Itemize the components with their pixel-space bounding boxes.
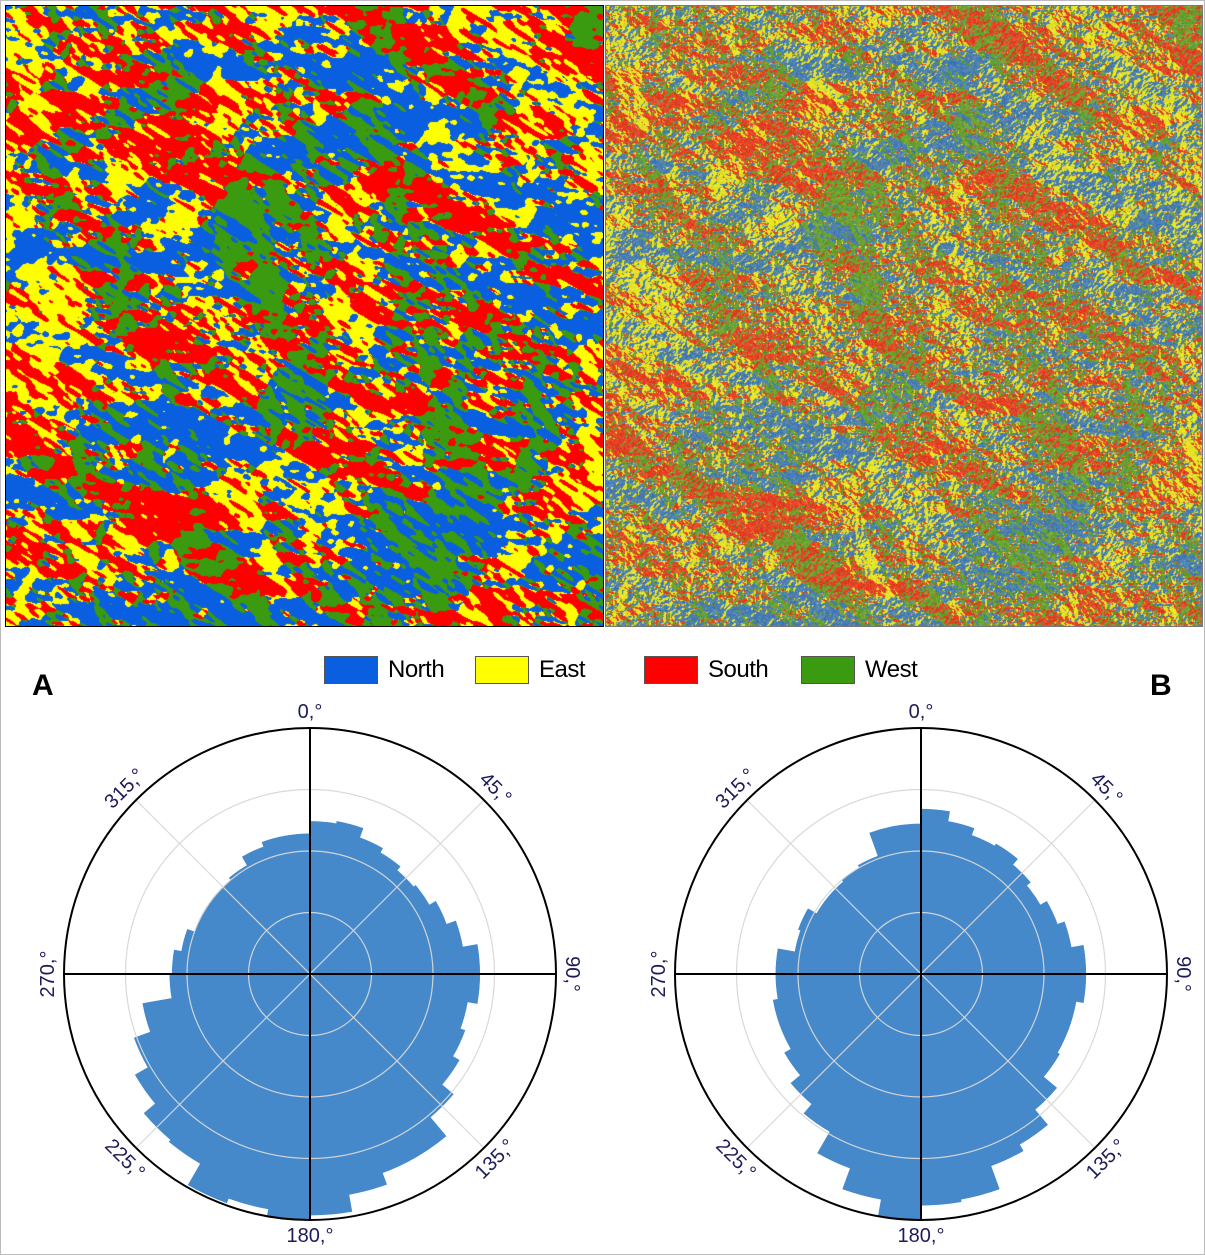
polar-bar-190 <box>842 973 922 1200</box>
legend-item-north: North <box>324 655 445 685</box>
outer-circle <box>63 727 557 1221</box>
angle-tick-label: 180,° <box>287 1225 334 1247</box>
angle-tick-label: 0,° <box>909 701 934 723</box>
polar-bar-230 <box>134 973 311 1105</box>
legend-item-south: South <box>644 655 769 685</box>
angle-tick-label: 0,° <box>298 701 323 723</box>
polar-bar-30 <box>920 843 1018 975</box>
polar-bar-210 <box>803 973 922 1133</box>
polar-bar-280 <box>181 929 311 975</box>
legend-item-west: West <box>801 655 918 685</box>
polar-bar-10 <box>920 821 975 975</box>
legend-swatch-east <box>475 656 529 684</box>
legend-item-east: East <box>475 655 586 685</box>
polar-bar-240 <box>133 973 311 1068</box>
legend-label-south: South <box>708 656 769 683</box>
polar-bar-210 <box>168 973 311 1165</box>
polar-chart-a: 0,°45,°90,°135,°180,°225,°270,°315,° <box>37 701 583 1247</box>
legend-swatch-south <box>644 656 698 684</box>
angle-tick-label: 90,° <box>561 956 583 992</box>
aspect-map-b <box>605 5 1203 627</box>
legend-label-north: North <box>388 656 445 683</box>
polar-bar-20 <box>309 837 383 975</box>
angle-tick-label: 180,° <box>898 1225 945 1247</box>
aspect-map-a <box>5 5 604 627</box>
angle-tick-label: 270,° <box>648 951 670 998</box>
polar-chart-b: 0,°45,°90,°135,°180,°225,°270,°315,° <box>648 701 1194 1247</box>
polar-bar-250 <box>142 973 311 1033</box>
polar-bar-230 <box>784 973 922 1076</box>
panel-label-a: A <box>32 669 54 702</box>
legend-label-east: East <box>539 656 586 683</box>
panel-label-b: B <box>1150 669 1172 702</box>
legend-label-west: West <box>865 656 918 683</box>
legend-swatch-north <box>324 656 378 684</box>
polar-bar-30 <box>309 852 401 975</box>
polar-bar-250 <box>772 973 922 1026</box>
polar-bar-290 <box>798 908 922 975</box>
polar-bar-200 <box>817 973 922 1169</box>
outer-circle <box>674 727 1168 1221</box>
legend-swatch-west <box>801 656 855 684</box>
angle-tick-label: 270,° <box>37 951 59 998</box>
polar-bar-10 <box>309 821 364 975</box>
polar-bar-200 <box>187 973 311 1204</box>
angle-tick-label: 90,° <box>1172 956 1194 992</box>
